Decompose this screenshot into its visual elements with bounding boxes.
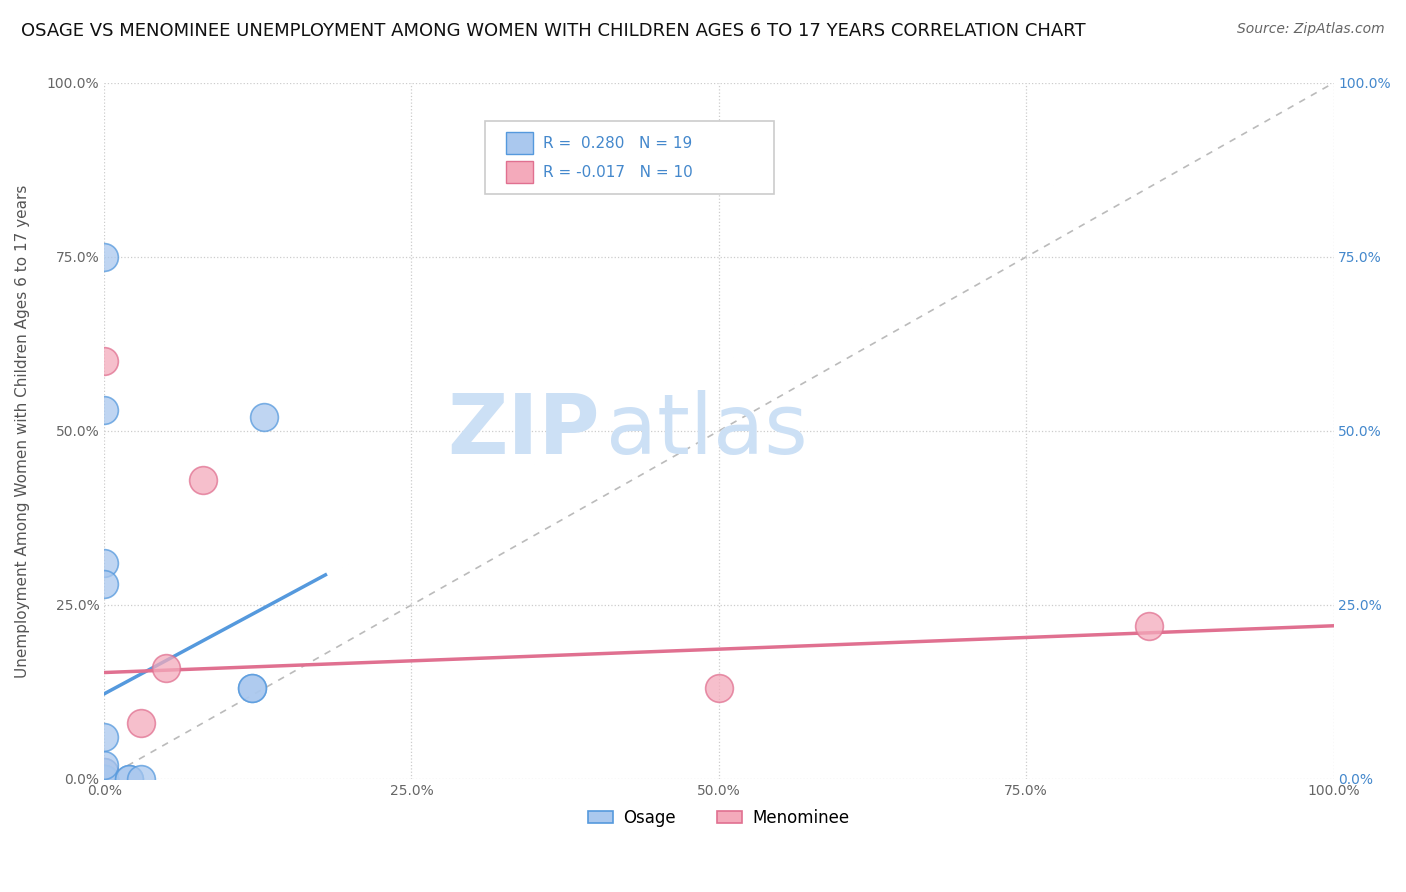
Text: Source: ZipAtlas.com: Source: ZipAtlas.com: [1237, 22, 1385, 37]
Point: [155, 660, 177, 674]
Point: [93, 250, 115, 264]
Point: [707, 681, 730, 696]
Text: atlas: atlas: [606, 391, 807, 472]
Text: ZIP: ZIP: [447, 391, 599, 472]
FancyBboxPatch shape: [506, 161, 533, 184]
Point: [93, 577, 115, 591]
Point: [93, 772, 115, 786]
Point: [129, 716, 152, 731]
Point: [93, 354, 115, 368]
Point: [93, 764, 115, 779]
Point: [93, 403, 115, 417]
FancyBboxPatch shape: [506, 132, 533, 154]
Point: [93, 772, 115, 786]
Point: [118, 772, 141, 786]
Point: [93, 556, 115, 570]
Point: [93, 772, 115, 786]
Point: [93, 772, 115, 786]
Point: [240, 681, 263, 696]
Text: R =  0.280   N = 19: R = 0.280 N = 19: [543, 136, 692, 151]
Legend: Osage, Menominee: Osage, Menominee: [582, 802, 856, 833]
Point: [240, 681, 263, 696]
Text: R = -0.017   N = 10: R = -0.017 N = 10: [543, 165, 693, 180]
Point: [93, 772, 115, 786]
Point: [93, 772, 115, 786]
Point: [118, 772, 141, 786]
Point: [129, 772, 152, 786]
Point: [191, 473, 214, 487]
Point: [93, 772, 115, 786]
Text: OSAGE VS MENOMINEE UNEMPLOYMENT AMONG WOMEN WITH CHILDREN AGES 6 TO 17 YEARS COR: OSAGE VS MENOMINEE UNEMPLOYMENT AMONG WO…: [21, 22, 1085, 40]
Point: [1137, 619, 1160, 633]
Y-axis label: Unemployment Among Women with Children Ages 6 to 17 years: Unemployment Among Women with Children A…: [15, 185, 30, 678]
Point: [93, 772, 115, 786]
Point: [93, 772, 115, 786]
Point: [93, 764, 115, 779]
Point: [93, 730, 115, 744]
Point: [253, 409, 276, 424]
Point: [93, 758, 115, 772]
FancyBboxPatch shape: [485, 121, 775, 194]
